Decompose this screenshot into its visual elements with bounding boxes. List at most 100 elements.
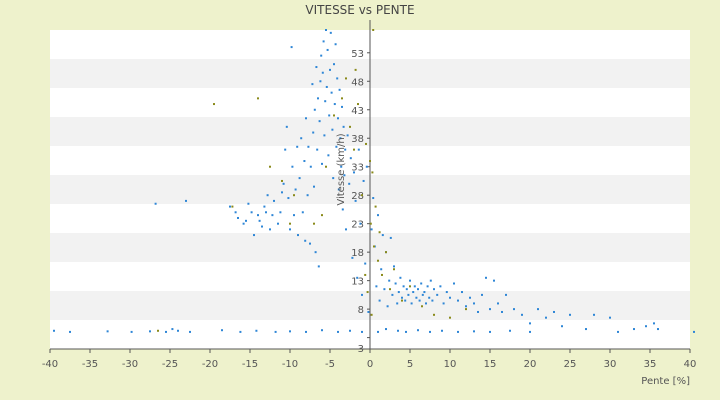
data-point-secondary	[231, 205, 234, 208]
data-point	[303, 160, 306, 163]
data-point	[221, 329, 223, 332]
data-point	[291, 165, 294, 168]
data-point	[317, 265, 320, 268]
data-point	[645, 325, 647, 328]
data-point	[344, 148, 347, 151]
data-point	[529, 322, 531, 325]
data-point	[245, 219, 247, 222]
data-point-secondary	[369, 160, 371, 163]
data-point	[461, 291, 463, 294]
data-point	[593, 313, 595, 316]
x-tick-label: -35	[82, 359, 98, 370]
data-point	[477, 310, 479, 313]
data-point	[396, 302, 399, 305]
data-point	[429, 279, 432, 282]
y-tick-label: 38	[351, 134, 364, 145]
data-point	[431, 299, 434, 302]
data-point	[481, 293, 483, 296]
x-tick-label: -25	[162, 359, 178, 370]
data-point	[318, 120, 321, 123]
data-point	[265, 211, 267, 214]
data-point	[306, 194, 309, 197]
data-point	[365, 165, 368, 168]
data-point	[317, 97, 319, 100]
data-point	[332, 177, 335, 180]
data-point	[585, 328, 587, 331]
data-point	[362, 179, 365, 182]
data-point	[465, 305, 467, 308]
data-point	[185, 199, 187, 202]
data-point-secondary	[374, 205, 377, 208]
data-point-secondary	[433, 313, 435, 316]
data-point	[457, 330, 459, 333]
data-point	[537, 308, 539, 311]
data-point	[473, 330, 475, 333]
data-point	[407, 293, 410, 296]
data-point-secondary	[361, 194, 363, 197]
data-point	[258, 219, 261, 222]
data-point	[341, 208, 344, 211]
data-point	[353, 171, 355, 174]
x-tick-label: 5	[407, 359, 413, 370]
data-point-secondary	[371, 171, 374, 174]
data-point	[375, 285, 378, 288]
data-point	[279, 211, 282, 214]
data-point	[377, 330, 379, 333]
x-tick-label: -10	[282, 359, 298, 370]
data-point-secondary	[449, 316, 451, 319]
data-point	[281, 191, 283, 194]
x-tick-label: 40	[684, 359, 697, 370]
data-point	[337, 188, 340, 191]
data-point	[370, 228, 373, 231]
data-point	[361, 330, 363, 333]
data-point	[229, 205, 231, 208]
x-tick-label: 25	[564, 359, 577, 370]
data-points	[53, 29, 695, 333]
data-point	[261, 225, 263, 228]
data-point	[296, 145, 299, 148]
data-point	[337, 117, 339, 120]
data-point	[239, 330, 242, 333]
data-point	[321, 329, 323, 332]
x-tick-label: -30	[122, 359, 138, 370]
data-point	[657, 328, 659, 331]
data-point	[364, 262, 367, 265]
data-point	[311, 83, 314, 86]
data-point	[421, 293, 424, 296]
data-point-secondary	[325, 165, 327, 168]
data-point	[361, 293, 363, 296]
data-point-secondary	[293, 194, 295, 197]
data-point	[545, 316, 547, 319]
data-point	[322, 40, 325, 43]
data-point	[397, 291, 400, 294]
data-point	[339, 137, 342, 140]
data-point	[329, 31, 332, 34]
data-point	[287, 197, 290, 200]
data-point	[410, 302, 413, 305]
data-point	[326, 48, 329, 51]
x-tick-label: 0	[367, 359, 373, 370]
data-point-secondary	[289, 222, 291, 225]
y-tick-label: 18	[351, 248, 364, 259]
data-point	[412, 291, 415, 294]
data-point	[106, 330, 109, 333]
data-point	[338, 88, 341, 91]
data-point-secondary	[373, 245, 375, 248]
data-point	[348, 182, 351, 185]
data-point	[250, 211, 253, 214]
data-point	[389, 236, 392, 239]
data-point	[340, 165, 343, 168]
data-point	[335, 145, 338, 148]
y-tick-label: 43	[351, 106, 364, 117]
data-point	[418, 299, 421, 302]
data-point	[473, 302, 475, 305]
data-point	[327, 154, 330, 157]
data-point	[341, 105, 343, 108]
data-point-secondary	[354, 68, 357, 71]
data-point	[298, 177, 301, 180]
data-point-secondary	[357, 103, 359, 106]
data-point-secondary	[421, 305, 423, 308]
data-point	[425, 302, 427, 305]
data-point-secondary	[341, 97, 343, 100]
